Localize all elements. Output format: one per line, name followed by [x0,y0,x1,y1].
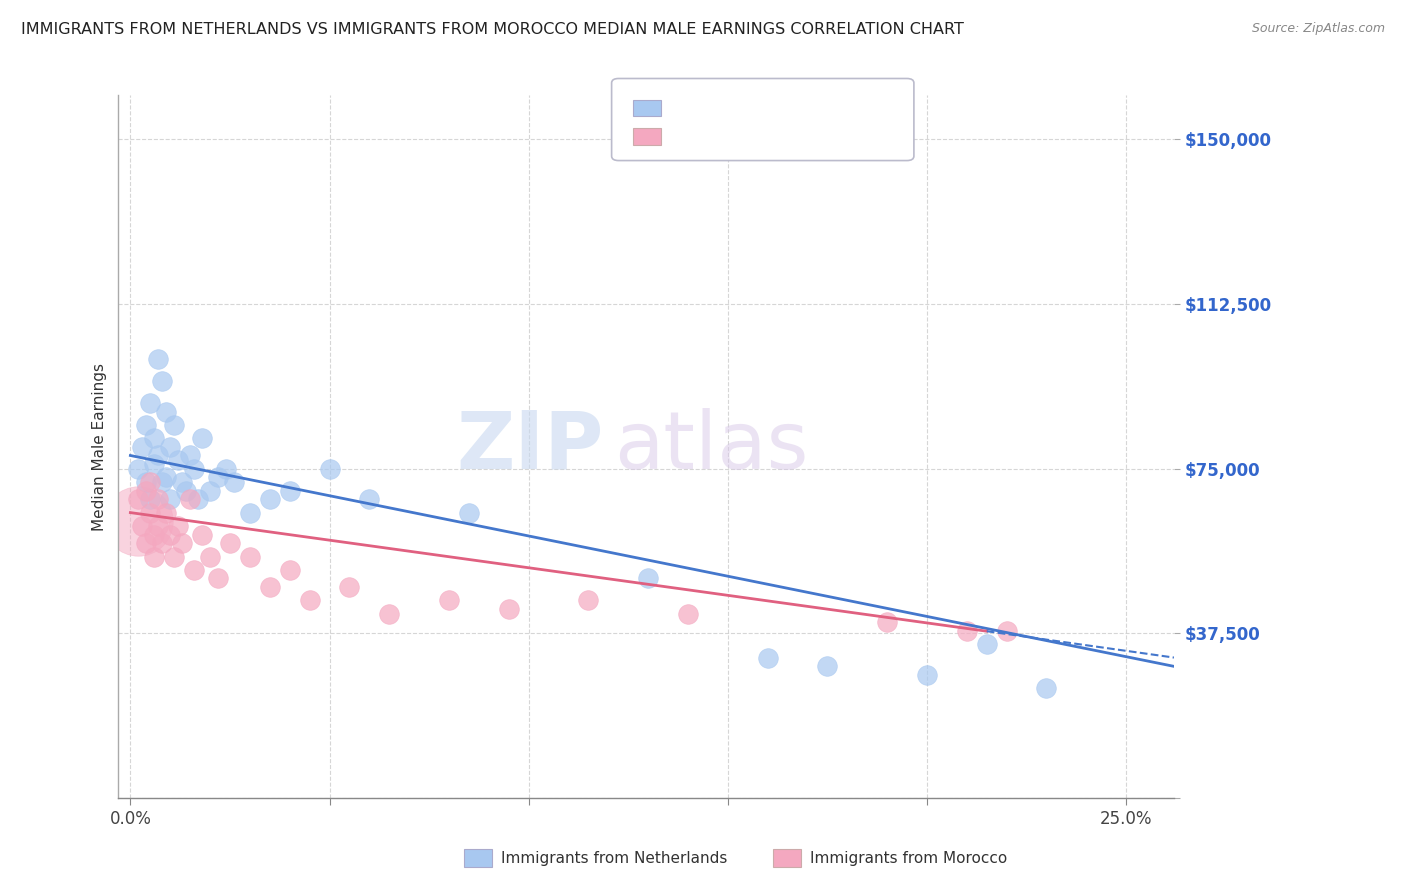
Point [222,475,245,489]
Text: Immigrants from Netherlands: Immigrants from Netherlands [501,851,727,865]
Point [135,475,157,489]
Point [278,563,301,577]
Point [915,668,938,682]
Text: 35: 35 [810,127,832,145]
Point [637,572,659,586]
Point [150,536,173,550]
Point [191,527,214,541]
Point [876,615,898,630]
Point [150,374,173,388]
Point [167,518,190,533]
Point [135,417,157,432]
Point [207,470,229,484]
Point [219,536,242,550]
Point [135,536,157,550]
Text: -0.387: -0.387 [707,127,766,145]
Point [437,593,460,607]
Point [148,351,170,366]
Point [239,549,262,564]
Point [578,593,600,607]
Point [159,527,181,541]
Text: Source: ZipAtlas.com: Source: ZipAtlas.com [1251,22,1385,36]
Point [163,417,186,432]
Point [155,506,177,520]
Point [278,483,301,498]
Point [167,453,190,467]
Point [215,461,238,475]
Point [191,431,214,445]
Point [259,492,281,507]
Point [155,404,177,418]
Point [139,492,162,507]
Point [131,440,153,454]
Point [976,637,998,651]
Point [139,506,162,520]
Y-axis label: Median Male Earnings: Median Male Earnings [93,363,107,531]
Text: N =: N = [778,98,814,116]
Point [458,506,481,520]
Point [179,449,201,463]
Point [159,492,181,507]
Point [815,659,838,673]
Text: R =: R = [672,98,709,116]
Point [995,624,1018,639]
Point [127,461,149,475]
Point [179,492,201,507]
Point [498,602,520,616]
Point [756,650,779,665]
Point [143,431,166,445]
Point [259,580,281,594]
Point [148,492,170,507]
Text: IMMIGRANTS FROM NETHERLANDS VS IMMIGRANTS FROM MOROCCO MEDIAN MALE EARNINGS CORR: IMMIGRANTS FROM NETHERLANDS VS IMMIGRANT… [21,22,965,37]
Point [339,580,361,594]
Point [135,483,157,498]
Point [183,563,205,577]
Text: N =: N = [778,127,814,145]
Point [187,492,209,507]
Point [143,549,166,564]
Point [148,449,170,463]
Point [163,549,186,564]
Point [956,624,979,639]
Point [159,440,181,454]
Point [239,506,262,520]
Point [172,475,194,489]
Point [143,527,166,541]
Point [143,457,166,471]
Point [359,492,381,507]
Point [172,536,194,550]
Point [318,461,340,475]
Point [298,593,321,607]
Point [183,461,205,475]
Point [131,518,153,533]
Text: -0.316: -0.316 [707,98,766,116]
Point [155,470,177,484]
Point [148,518,170,533]
Text: 40: 40 [810,98,832,116]
Point [174,483,197,498]
Point [127,515,149,529]
Text: atlas: atlas [614,408,808,486]
Point [150,475,173,489]
Point [127,492,149,507]
Point [207,572,229,586]
Point [378,607,401,621]
Text: Immigrants from Morocco: Immigrants from Morocco [810,851,1007,865]
Text: ZIP: ZIP [457,408,605,486]
Point [1035,681,1057,696]
Point [198,549,221,564]
Point [198,483,221,498]
Point [676,607,699,621]
Text: R =: R = [672,127,709,145]
Point [139,475,162,489]
Point [139,396,162,410]
